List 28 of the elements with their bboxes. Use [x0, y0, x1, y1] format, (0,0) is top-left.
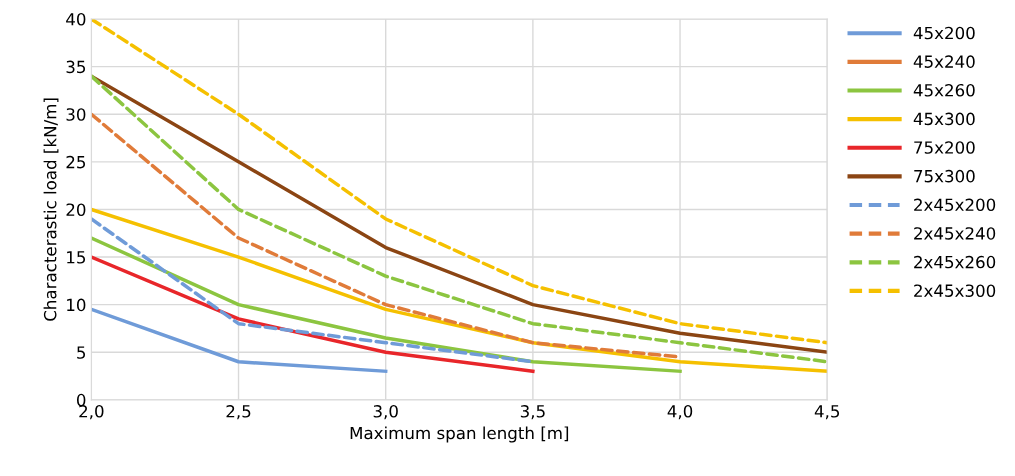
y-tick-label: 30: [66, 108, 86, 121]
y-tick-label: 0: [76, 393, 86, 407]
y-tick-label: 35: [66, 60, 86, 74]
legend-label: 45x260: [913, 83, 975, 97]
x-tick-label: 3,5: [520, 405, 545, 420]
y-tick-label: 40: [66, 13, 86, 26]
y-tick-label: 20: [66, 203, 86, 217]
legend-label: 75x300: [914, 169, 975, 183]
y-tick-label: 25: [66, 155, 86, 169]
x-axis-title: Maximum span length [m]: [350, 426, 569, 443]
legend-label: 75x200: [914, 141, 975, 154]
y-tick-label: 10: [67, 298, 86, 312]
legend-label: 2x45x300: [914, 284, 996, 297]
y-tick-label: 15: [67, 251, 86, 264]
x-tick-label: 2,5: [226, 405, 251, 420]
x-tick-label: 4,0: [667, 405, 693, 420]
legend-label: 2x45x260: [914, 255, 996, 269]
x-tick-label: 2,0: [79, 405, 104, 420]
y-axis-title: Characterastic load [kN/m]: [43, 98, 59, 321]
line-series: [91, 255, 535, 374]
legend-label: 2x45x240: [914, 227, 996, 240]
legend-label: 2x45x200: [914, 198, 996, 212]
x-tick-label: 3,0: [373, 405, 398, 420]
legend-label: 45x240: [913, 55, 975, 68]
x-tick-label: 4,5: [814, 405, 840, 420]
y-tick-label: 5: [77, 346, 86, 359]
legend-label: 45x200: [913, 26, 975, 40]
legend-label: 45x300: [913, 112, 975, 126]
